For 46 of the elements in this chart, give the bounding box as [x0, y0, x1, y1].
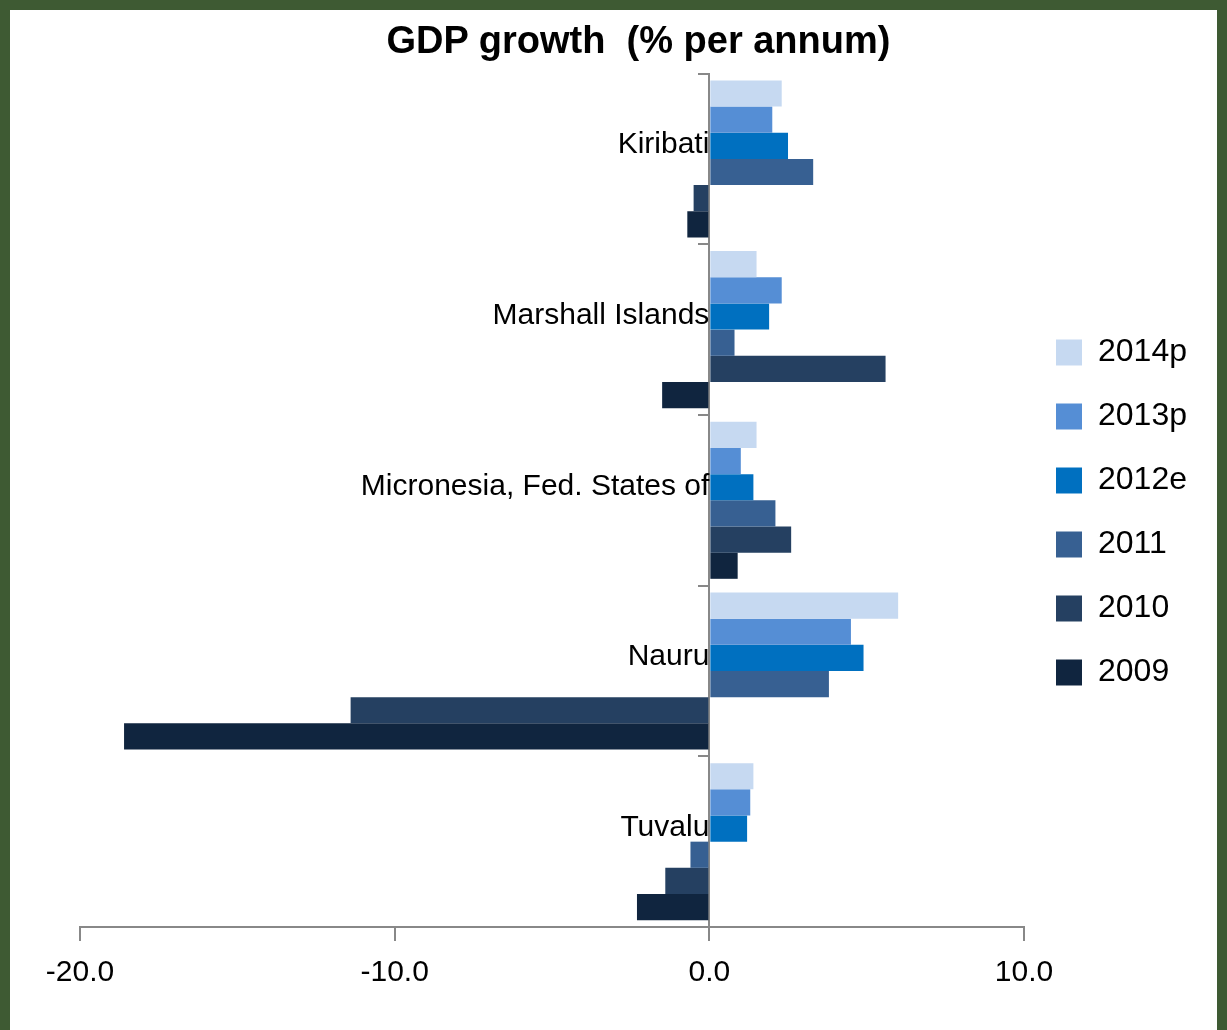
legend-label: 2010 [1098, 588, 1170, 625]
y-tick-label: Micronesia, Fed. States of [360, 467, 710, 501]
y-tick-label: Tuvalu [620, 808, 710, 842]
y-tick-label: Nauru [627, 638, 710, 672]
bar [710, 106, 773, 133]
bar [710, 158, 814, 186]
bar [350, 697, 709, 724]
bar [710, 670, 829, 698]
bar [124, 723, 709, 750]
bar [710, 80, 782, 107]
bar [710, 789, 751, 816]
bar [710, 526, 792, 553]
bar [665, 867, 709, 894]
bar [710, 552, 738, 579]
bar [710, 763, 754, 790]
bar [710, 447, 741, 475]
bar [710, 815, 748, 842]
bar [710, 277, 782, 304]
bar [710, 474, 754, 501]
bar [636, 894, 709, 921]
bar [710, 303, 770, 330]
y-tick-label: Marshall Islands [492, 296, 710, 330]
bar [710, 251, 757, 278]
legend-label: 2013p [1098, 396, 1187, 433]
legend-label: 2011 [1098, 524, 1167, 561]
bar [662, 381, 709, 409]
y-tick-label: Kiribati [617, 126, 710, 160]
x-tick-label: -20.0 [45, 954, 115, 988]
bar [693, 185, 709, 212]
bar [710, 421, 757, 448]
bar [687, 211, 709, 238]
chart-title: GDP growth (% per annum) [386, 19, 891, 62]
x-tick-label: 10.0 [994, 954, 1054, 988]
legend-label: 2009 [1098, 652, 1170, 689]
bar [710, 644, 864, 671]
bar [710, 592, 899, 619]
bar [710, 500, 776, 527]
bar [710, 132, 789, 159]
legend-label: 2014p [1098, 332, 1187, 369]
x-tick-label: 0.0 [688, 954, 731, 988]
bar [710, 329, 735, 356]
legend-label: 2012e [1098, 460, 1187, 497]
x-tick-label: -10.0 [360, 954, 429, 988]
bar [710, 618, 851, 645]
bar [710, 355, 886, 382]
bar [690, 841, 709, 868]
